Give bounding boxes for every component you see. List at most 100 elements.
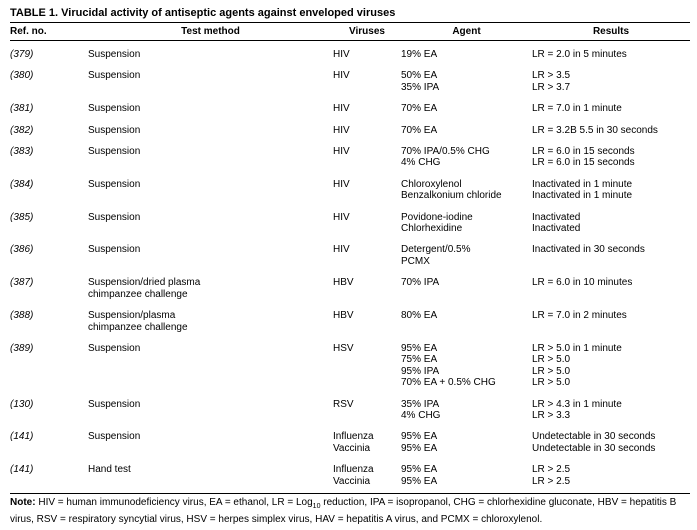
ref-no: (381) (10, 103, 34, 115)
result: LR = 3.2B 5.5 in 30 seconds (532, 124, 658, 136)
ref-no-cell: (379) (10, 41, 88, 71)
result-cell: LR = 2.0 in 5 minutes (532, 41, 690, 71)
table-row: (388) Suspension/plasma chimpanzee challen… (10, 310, 690, 343)
virus-cell: HIV (333, 103, 401, 124)
virus-cell: HIV (333, 146, 401, 179)
result: LR = 7.0 in 1 minute (532, 103, 622, 115)
result: LR > 3.5 (532, 70, 571, 82)
agent: 80% EA (401, 310, 438, 322)
virus: HIV (333, 146, 350, 158)
virus: HIV (333, 211, 350, 223)
test-method: chimpanzee challenge (88, 288, 188, 300)
virus-cell: HIV (333, 125, 401, 146)
ref-no-cell: (389) (10, 343, 88, 399)
test-method-cell: Hand test (88, 464, 333, 493)
agent-cell: 70% EA (401, 103, 532, 124)
test-method: Suspension (88, 211, 141, 223)
result-cell: Undetectable in 30 seconds Undetectable i… (532, 431, 690, 464)
agent: 70% EA + 0.5% CHG (401, 377, 496, 389)
ref-no: (379) (10, 49, 34, 60)
result: LR = 7.0 in 2 minutes (532, 310, 627, 322)
agent: PCMX (401, 255, 430, 267)
test-method: Suspension (88, 398, 141, 410)
ref-no-cell: (384) (10, 179, 88, 212)
agent: 70% EA (401, 124, 438, 136)
agent-cell: 80% EA (401, 310, 532, 343)
ref-no: (130) (10, 398, 34, 410)
column-header: Results (532, 22, 690, 41)
table-row: (381) Suspension HIV 70% EA LR = 7.0 in 1 mi… (10, 103, 690, 124)
ref-no-cell: (385) (10, 212, 88, 245)
ref-no-cell: (387) (10, 277, 88, 310)
test-method: Suspension (88, 431, 141, 443)
agent: 95% EA (401, 464, 438, 476)
result-cell: LR = 6.0 in 15 seconds LR = 6.0 in 15 sec… (532, 146, 690, 179)
agent: 95% EA (401, 342, 438, 354)
agent-cell: 35% IPA 4% CHG (401, 399, 532, 432)
agent: 35% IPA (401, 81, 440, 93)
result: Inactivated (532, 211, 581, 223)
agent-cell: 95% EA 95% EA (401, 431, 532, 464)
result-cell: LR = 7.0 in 2 minutes (532, 310, 690, 343)
result: LR > 5.0 in 1 minute (532, 342, 622, 354)
virus: HBV (333, 277, 354, 289)
result: LR > 4.3 in 1 minute (532, 398, 622, 410)
virus: HIV (333, 70, 350, 82)
virus-cell: HIV (333, 41, 401, 71)
test-method-cell: Suspension (88, 146, 333, 179)
agent: 4% CHG (401, 409, 441, 421)
virus: HIV (333, 103, 350, 115)
result: Inactivated (532, 223, 581, 235)
table-row: (380) Suspension HIV 50% EA 35% IPA LR > 3.5 L… (10, 70, 690, 103)
result: LR > 3.7 (532, 81, 571, 93)
virus-cell: RSV (333, 399, 401, 432)
ref-no: (141) (10, 431, 34, 443)
result: LR > 2.5 (532, 464, 571, 476)
table-row: (384) Suspension HIV Chloroxylenol Benzalkon… (10, 179, 690, 212)
table-body: (379) Suspension HIV 19% EA LR = 2.0 in 5 mi… (10, 41, 690, 494)
ref-no: (141) (10, 464, 34, 476)
virus: HIV (333, 49, 350, 60)
result: LR > 5.0 (532, 377, 571, 389)
agent-cell: 95% EA 95% EA (401, 464, 532, 493)
test-method-cell: Suspension (88, 431, 333, 464)
ref-no-cell: (383) (10, 146, 88, 179)
virus: HIV (333, 244, 350, 256)
result: LR = 6.0 in 15 seconds (532, 146, 635, 158)
virus: Vaccinia (333, 475, 371, 487)
ref-no: (384) (10, 178, 34, 190)
virus-cell: Influenza Vaccinia (333, 431, 401, 464)
test-method-cell: Suspension (88, 399, 333, 432)
note-label: Note: (10, 497, 36, 508)
ref-no-cell: (382) (10, 125, 88, 146)
test-method-cell: Suspension (88, 103, 333, 124)
test-method-cell: Suspension (88, 212, 333, 245)
result-cell: Inactivated in 30 seconds (532, 244, 690, 277)
test-method-cell: Suspension (88, 70, 333, 103)
result: Undetectable in 30 seconds (532, 431, 656, 443)
result-cell: LR = 3.2B 5.5 in 30 seconds (532, 125, 690, 146)
virus-cell: HBV (333, 277, 401, 310)
test-method: Suspension (88, 124, 141, 136)
column-header: Test method (88, 22, 333, 41)
result-cell: LR > 2.5 LR > 2.5 (532, 464, 690, 493)
table-title: TABLE 1. Virucidal activity of antisepti… (10, 7, 396, 19)
table-row: (379) Suspension HIV 19% EA LR = 2.0 in 5 mi… (10, 41, 690, 71)
table-row: (383) Suspension HIV 70% IPA/0.5% CHG 4% CHG… (10, 146, 690, 179)
ref-no: (382) (10, 124, 34, 136)
test-method: Suspension (88, 178, 141, 190)
result-cell: LR > 3.5 LR > 3.7 (532, 70, 690, 103)
virus-cell: HIV (333, 244, 401, 277)
test-method: chimpanzee challenge (88, 321, 188, 333)
result: LR = 6.0 in 15 seconds (532, 157, 635, 169)
test-method: Suspension (88, 49, 141, 60)
result: LR > 3.3 (532, 409, 571, 421)
test-method: Suspension (88, 342, 141, 354)
virus: Influenza (333, 431, 374, 443)
table-row: (385) Suspension HIV Povidone-iodine Chlorhe… (10, 212, 690, 245)
note-subscript: 10 (312, 503, 321, 510)
test-method: Suspension (88, 146, 141, 158)
test-method-cell: Suspension (88, 179, 333, 212)
agent: Detergent/0.5% (401, 244, 471, 256)
agent: 70% EA (401, 103, 438, 115)
